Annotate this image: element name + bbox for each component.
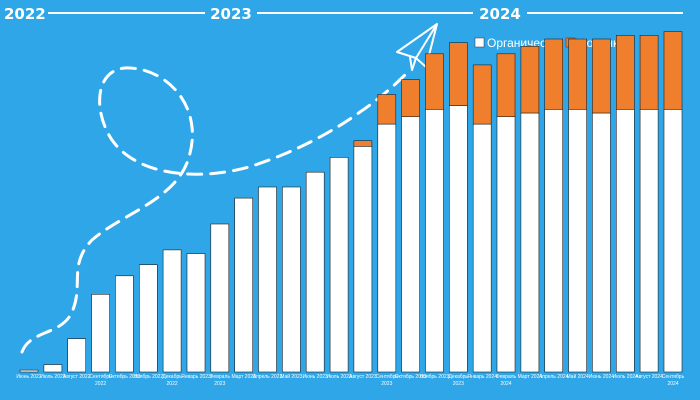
bar-new-24 — [592, 38, 611, 114]
x-tick-label: Январь 2024 — [467, 374, 497, 380]
x-tick-label: Июнь 2022 — [16, 374, 41, 380]
bar-organic-24 — [592, 112, 611, 373]
year-label-2024: 2024 — [479, 5, 521, 23]
bar-new-20 — [496, 53, 516, 118]
x-tick-label: Сентябрь 2022 — [89, 374, 112, 387]
bar-organic-11 — [282, 186, 301, 373]
x-tick-label: Март 2024 — [518, 374, 543, 380]
x-tick-label: Июль 2023 — [326, 374, 351, 380]
bar-organic-23 — [568, 109, 587, 373]
x-tick-label: Октябрь 2022 — [108, 374, 140, 380]
bar-organic-0 — [19, 369, 39, 373]
legend-swatch-organic — [474, 37, 485, 48]
bar-organic-10 — [258, 186, 277, 373]
bar-organic-16 — [401, 116, 420, 373]
bar-organic-3 — [91, 293, 110, 373]
bar-organic-4 — [115, 275, 134, 373]
x-tick-label: Июнь 2023 — [303, 374, 328, 380]
bar-new-26 — [639, 34, 659, 110]
bar-organic-18 — [448, 105, 468, 373]
bar-organic-5 — [139, 264, 158, 373]
bar-organic-19 — [472, 123, 492, 373]
bars-layer — [19, 31, 683, 373]
x-tick-label: Апрель 2023 — [253, 374, 283, 380]
bar-new-16 — [401, 79, 420, 117]
legend-label-organic: Органически — [487, 36, 558, 50]
bar-organic-26 — [639, 109, 659, 373]
bar-organic-27 — [663, 109, 683, 373]
timeline-gap — [205, 2, 257, 24]
bar-organic-25 — [615, 109, 635, 373]
bar-new-17 — [425, 53, 444, 110]
x-tick-label: Декабрь 2023 — [449, 374, 469, 387]
x-tick-label: Июль 2024 — [613, 374, 638, 380]
bar-organic-1 — [43, 364, 63, 373]
bar-organic-6 — [162, 249, 182, 373]
x-tick-label: Март 2023 — [231, 374, 256, 380]
x-tick-label: Июль 2022 — [40, 374, 65, 380]
timeline-gap — [473, 2, 527, 24]
x-tick-label: Август 2022 — [63, 374, 91, 380]
bar-organic-7 — [186, 253, 206, 373]
year-label-2023: 2023 — [210, 5, 252, 23]
bar-new-25 — [615, 34, 635, 110]
bar-organic-21 — [520, 112, 540, 373]
bar-organic-22 — [544, 109, 564, 373]
bar-organic-13 — [329, 157, 349, 373]
x-tick-label: Февраль 2023 — [210, 374, 231, 387]
x-tick-label: Октябрь 2023 — [395, 374, 427, 380]
x-tick-label: Август 2024 — [635, 374, 663, 380]
year-label-2022: 2022 — [4, 5, 46, 23]
x-tick-label: Сентябрь 2024 — [662, 374, 685, 387]
x-tick-label: Январь 2023 — [181, 374, 211, 380]
x-tick-label: Ноябрь 2023 — [420, 374, 450, 380]
x-tick-label: Май 2023 — [280, 373, 303, 380]
bar-organic-17 — [425, 109, 444, 373]
bar-organic-15 — [377, 123, 397, 373]
x-tick-label: Август 2023 — [349, 374, 377, 380]
x-tick-label: Май 2024 — [566, 373, 589, 380]
x-tick-label: Сентябрь 2023 — [376, 374, 399, 387]
bar-organic-9 — [234, 197, 253, 373]
flight-path-decoration — [20, 66, 412, 354]
bar-organic-2 — [67, 338, 86, 373]
x-tick-label: Апрель 2024 — [539, 374, 569, 380]
bar-organic-20 — [496, 116, 516, 373]
bar-new-21 — [520, 46, 540, 114]
bar-new-14 — [353, 140, 373, 147]
bar-new-19 — [472, 64, 492, 125]
bar-new-27 — [663, 31, 683, 110]
bar-new-15 — [377, 94, 397, 125]
bar-new-18 — [448, 42, 468, 106]
bar-new-23 — [568, 38, 587, 110]
x-tick-label: Декабрь 2022 — [162, 374, 182, 387]
bar-organic-14 — [353, 146, 373, 373]
x-tick-label: Июнь 2024 — [589, 374, 614, 380]
x-tick-label: Февраль 2024 — [496, 374, 517, 387]
bar-organic-12 — [305, 171, 325, 373]
bar-organic-8 — [210, 223, 230, 373]
bar-new-22 — [544, 38, 564, 110]
x-tick-label: Ноябрь 2022 — [133, 374, 163, 380]
